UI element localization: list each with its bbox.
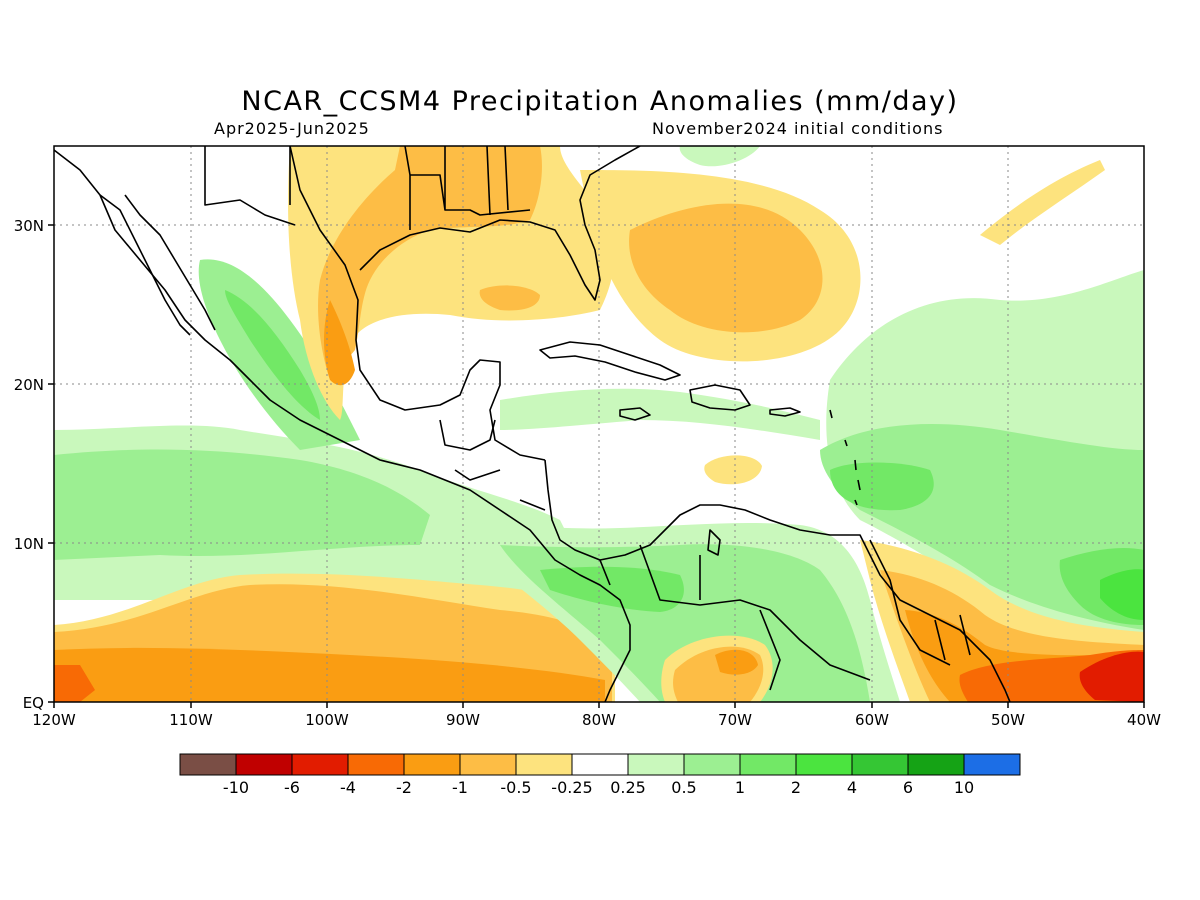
colorbar-swatch bbox=[963, 753, 1021, 776]
anomaly-region-atlantic-wet-north bbox=[679, 146, 760, 167]
colorbar-swatch bbox=[851, 753, 909, 776]
colorbar-label: -4 bbox=[340, 778, 356, 797]
x-tick-label: 110W bbox=[169, 711, 213, 729]
lesser-antilles bbox=[829, 409, 861, 506]
colorbar-label: -0.5 bbox=[500, 778, 531, 797]
anomaly-region-northeast-atlantic-dry bbox=[980, 160, 1105, 245]
x-tick-label: 40W bbox=[1127, 711, 1161, 729]
colorbar-label: 6 bbox=[903, 778, 913, 797]
baja-california bbox=[99, 194, 216, 336]
colorbar-label: -10 bbox=[223, 778, 249, 797]
map-title: NCAR_CCSM4 Precipitation Anomalies (mm/d… bbox=[241, 86, 959, 117]
forecast-period: Apr2025-Jun2025 bbox=[214, 119, 370, 138]
colorbar-labels: -10 -6 -4 -2 -1 -0.5 -0.25 0.25 0.5 1 2 4 6 10 bbox=[223, 778, 974, 797]
colorbar-swatch bbox=[179, 753, 237, 776]
colorbar-swatch bbox=[347, 753, 405, 776]
anomaly-region-brazil-dry-max bbox=[1079, 651, 1144, 702]
colorbar-label: -6 bbox=[284, 778, 300, 797]
anomaly-region-pacific-dry-max bbox=[54, 665, 95, 702]
x-tick-label: 50W bbox=[991, 711, 1025, 729]
colorbar-label: -2 bbox=[396, 778, 412, 797]
initial-conditions: November2024 initial conditions bbox=[652, 119, 944, 138]
x-tick-label: 70W bbox=[718, 711, 752, 729]
lake-maracaibo bbox=[707, 529, 721, 556]
gridlines bbox=[54, 146, 1144, 702]
colorbar-swatch bbox=[907, 753, 965, 776]
y-tick-label: 20N bbox=[14, 376, 44, 394]
anomaly-field bbox=[54, 146, 1144, 702]
country-borders bbox=[204, 146, 971, 691]
anomaly-region-pacific-wet-core bbox=[54, 449, 430, 560]
hispaniola bbox=[689, 384, 751, 411]
anomaly-region-gulf-dry bbox=[318, 146, 542, 380]
anomaly-region-pacific-dry-core bbox=[54, 647, 605, 702]
puerto-rico bbox=[769, 407, 801, 417]
colorbar-swatch bbox=[683, 753, 741, 776]
colorbar-label: 4 bbox=[847, 778, 857, 797]
axis-ticks bbox=[48, 224, 1145, 708]
anomaly-region-lesser-antilles-wet bbox=[830, 462, 934, 511]
anomaly-region-south-america-wet-core bbox=[540, 566, 684, 612]
colorbar: -10 -6 -4 -2 -1 -0.5 -0.25 0.25 0.5 1 2 4 6 10 bbox=[179, 753, 1021, 797]
colorbar-label: -1 bbox=[452, 778, 468, 797]
anomaly-region-gulf-dry-core bbox=[324, 300, 355, 386]
anomaly-region-colombia-dry-core bbox=[715, 649, 758, 675]
colorbar-swatch bbox=[459, 753, 517, 776]
colorbar-swatch bbox=[515, 753, 573, 776]
gulf-coastline bbox=[289, 146, 641, 461]
x-tick-label: 100W bbox=[305, 711, 349, 729]
colorbar-label: 0.5 bbox=[671, 778, 696, 797]
anomaly-region-caribbean-wet bbox=[500, 388, 820, 440]
colorbar-label: -0.25 bbox=[551, 778, 592, 797]
colorbar-swatch bbox=[291, 753, 349, 776]
x-tick-label: 60W bbox=[855, 711, 889, 729]
colorbar-swatch bbox=[235, 753, 293, 776]
anomaly-region-atlantic-wet-peak bbox=[1100, 569, 1144, 620]
colorbar-label: 0.25 bbox=[610, 778, 646, 797]
x-tick-label: 90W bbox=[446, 711, 480, 729]
y-tick-label: 10N bbox=[14, 535, 44, 553]
anomaly-region-west-atlantic-dry-core bbox=[629, 203, 823, 333]
x-tick-label: 120W bbox=[32, 711, 76, 729]
colorbar-swatch bbox=[571, 753, 629, 776]
colorbar-swatch bbox=[795, 753, 853, 776]
axis-labels: 120W 110W 100W 90W 80W 70W 60W 50W 40W E… bbox=[14, 217, 1161, 729]
colorbar-label: 1 bbox=[735, 778, 745, 797]
y-tick-label: EQ bbox=[23, 694, 44, 712]
coastlines bbox=[54, 146, 1011, 702]
colorbar-swatches bbox=[179, 753, 1021, 776]
colorbar-swatch bbox=[403, 753, 461, 776]
cuba bbox=[539, 341, 681, 381]
caribbean-coastline bbox=[544, 459, 1011, 702]
jamaica bbox=[619, 407, 651, 421]
anomaly-region-caribbean-dry bbox=[704, 455, 762, 485]
colorbar-label: 2 bbox=[791, 778, 801, 797]
colorbar-label: 10 bbox=[954, 778, 974, 797]
x-tick-label: 80W bbox=[582, 711, 616, 729]
colorbar-swatch bbox=[739, 753, 797, 776]
anomaly-region-gulf-dry-patch bbox=[479, 285, 540, 311]
anomaly-region-mexico-wet-core bbox=[225, 290, 320, 420]
y-tick-label: 30N bbox=[14, 217, 44, 235]
colorbar-swatch bbox=[627, 753, 685, 776]
